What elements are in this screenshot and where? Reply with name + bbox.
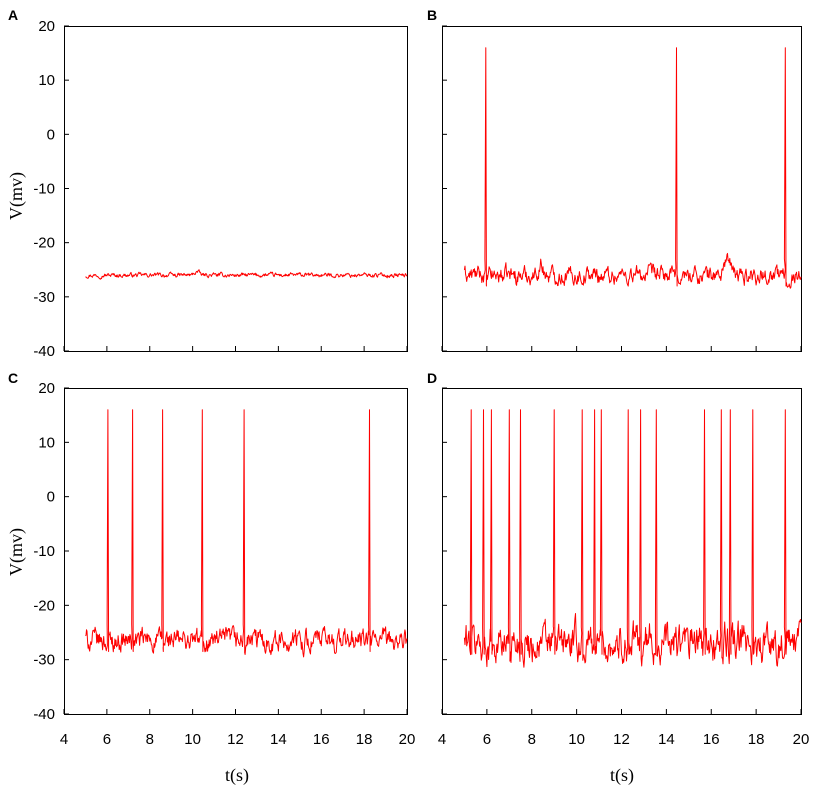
plot-frame-b — [442, 26, 802, 352]
panel-label-d: D — [427, 370, 437, 386]
x-tick-label-c: 12 — [227, 731, 244, 748]
x-tick-label-d: 16 — [703, 731, 720, 748]
plot-frame-d — [442, 388, 802, 715]
x-tick-label-c: 8 — [146, 731, 154, 748]
x-tick-label-d: 8 — [528, 731, 536, 748]
x-tick-label-c: 10 — [184, 731, 201, 748]
x-tick-label-d: 4 — [438, 731, 446, 748]
panel-label-c: C — [8, 370, 18, 386]
y-tick-label-a: 20 — [38, 18, 55, 35]
x-tick-label-d: 18 — [748, 731, 765, 748]
x-tick-label-c: 14 — [270, 731, 287, 748]
y-tick-label-a: -10 — [33, 181, 55, 198]
y-axis-title-top: V(mv) — [6, 172, 27, 220]
y-tick-label-a: -40 — [33, 343, 55, 360]
x-tick-label-c: 20 — [399, 731, 416, 748]
y-tick-label-a: -20 — [33, 235, 55, 252]
panel-d: D 4 6 8 10 12 14 16 18 20 — [427, 370, 809, 748]
x-tick-label-c: 4 — [60, 731, 68, 748]
y-tick-label-c: -20 — [33, 597, 55, 614]
x-tick-label-d: 6 — [483, 731, 491, 748]
y-tick-label-c: -40 — [33, 706, 55, 723]
x-tick-label-c: 6 — [103, 731, 111, 748]
plot-frame-a — [64, 26, 408, 352]
panel-c: C -40 -30 -20 -10 0 10 20 4 6 8 10 12 14 16 18 20 — [8, 370, 415, 748]
panel-b: B — [427, 7, 802, 352]
y-tick-label-c: -30 — [33, 652, 55, 669]
x-tick-label-d: 20 — [793, 731, 810, 748]
voltage-trace-c — [85, 409, 408, 658]
y-tick-label-c: 10 — [38, 434, 55, 451]
y-tick-label-c: 20 — [38, 380, 55, 397]
x-tick-label-d: 10 — [568, 731, 585, 748]
panel-label-b: B — [427, 7, 437, 23]
y-tick-label-c: 0 — [47, 489, 55, 506]
plot-frame-c — [64, 388, 408, 715]
y-tick-label-a: 0 — [47, 126, 55, 143]
y-tick-label-a: 10 — [38, 72, 55, 89]
x-tick-label-d: 12 — [613, 731, 630, 748]
panel-a: A -40 -30 -20 -10 0 10 20 — [8, 7, 408, 360]
voltage-trace-b — [463, 47, 802, 289]
panel-label-a: A — [8, 7, 18, 23]
y-tick-label-a: -30 — [33, 289, 55, 306]
x-tick-label-c: 18 — [356, 731, 373, 748]
voltage-trace-a — [85, 269, 408, 280]
x-tick-label-d: 14 — [658, 731, 675, 748]
y-axis-title-bottom: V(mv) — [6, 528, 27, 576]
voltage-trace-d — [463, 409, 802, 668]
x-axis-title-left: t(s) — [225, 765, 249, 786]
x-axis-title-right: t(s) — [610, 765, 634, 786]
x-tick-label-c: 16 — [313, 731, 330, 748]
y-tick-label-c: -10 — [33, 543, 55, 560]
